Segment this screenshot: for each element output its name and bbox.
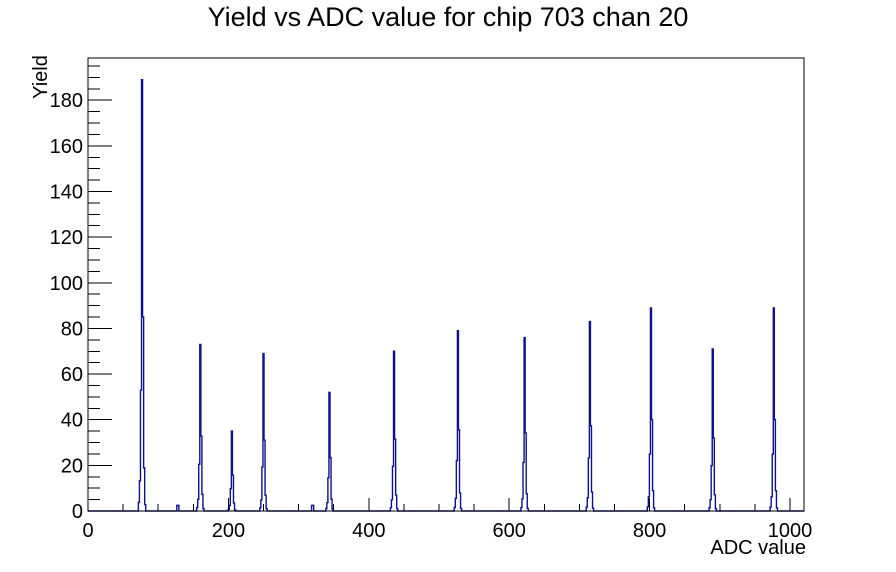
- histogram-line: [88, 78, 804, 512]
- y-tick-label: 40: [61, 410, 83, 432]
- plot-frame: [87, 57, 805, 512]
- y-tick-label: 100: [50, 273, 83, 295]
- y-tick-label: 80: [61, 318, 83, 340]
- y-axis-title: Yield: [30, 55, 52, 99]
- x-tick-label: 0: [82, 520, 93, 542]
- x-tick-label: 800: [633, 520, 666, 542]
- y-tick-label: 20: [61, 455, 83, 477]
- x-axis-title: ADC value: [710, 537, 806, 559]
- y-tick-label: 160: [50, 136, 83, 158]
- plot-area: 0 200 400 600 800 1000 0 20 40 60 80 100 120 140 160 18…: [50, 57, 813, 542]
- y-tick-label: 120: [50, 227, 83, 249]
- plot-title: Yield vs ADC value for chip 703 chan 20: [207, 2, 689, 32]
- x-tick-label: 400: [352, 520, 385, 542]
- y-tick-label: 180: [50, 90, 83, 112]
- y-tick-label: 0: [72, 501, 83, 523]
- x-tick-label: 200: [212, 520, 245, 542]
- y-tick-label: 140: [50, 182, 83, 204]
- x-tick-label: 1000: [768, 520, 813, 542]
- y-tick-label: 60: [61, 364, 83, 386]
- x-tick-label: 600: [492, 520, 525, 542]
